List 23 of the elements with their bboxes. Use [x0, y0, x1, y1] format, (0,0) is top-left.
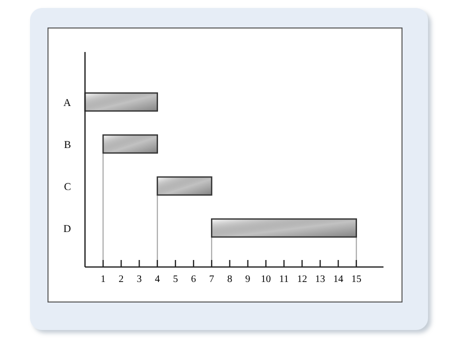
- bar: [156, 176, 212, 196]
- y-tick-label: C: [64, 182, 71, 193]
- x-tick-label: 14: [333, 274, 344, 285]
- x-tick-label: 4: [154, 274, 160, 285]
- x-tick-label: 6: [191, 274, 196, 285]
- x-tick-label: 1: [100, 274, 106, 285]
- x-tick-label: 5: [172, 274, 178, 285]
- x-tick-label: 11: [279, 274, 289, 285]
- x-tick-label: 9: [245, 274, 250, 285]
- y-tick-label: B: [64, 140, 71, 151]
- bar: [210, 218, 357, 238]
- x-tick-label: 3: [136, 274, 142, 285]
- x-tick-label: 7: [209, 274, 214, 285]
- x-tick-label: 10: [260, 274, 271, 285]
- x-tick-label: 8: [227, 274, 232, 285]
- x-tick-label: 13: [315, 274, 326, 285]
- x-tick-label: 12: [297, 274, 308, 285]
- y-tick-label: A: [63, 98, 72, 109]
- x-tick-label: 2: [118, 274, 124, 285]
- x-tick-label: 15: [351, 274, 362, 285]
- y-tick-label: D: [63, 224, 72, 235]
- bar: [84, 92, 158, 112]
- bar: [102, 134, 158, 154]
